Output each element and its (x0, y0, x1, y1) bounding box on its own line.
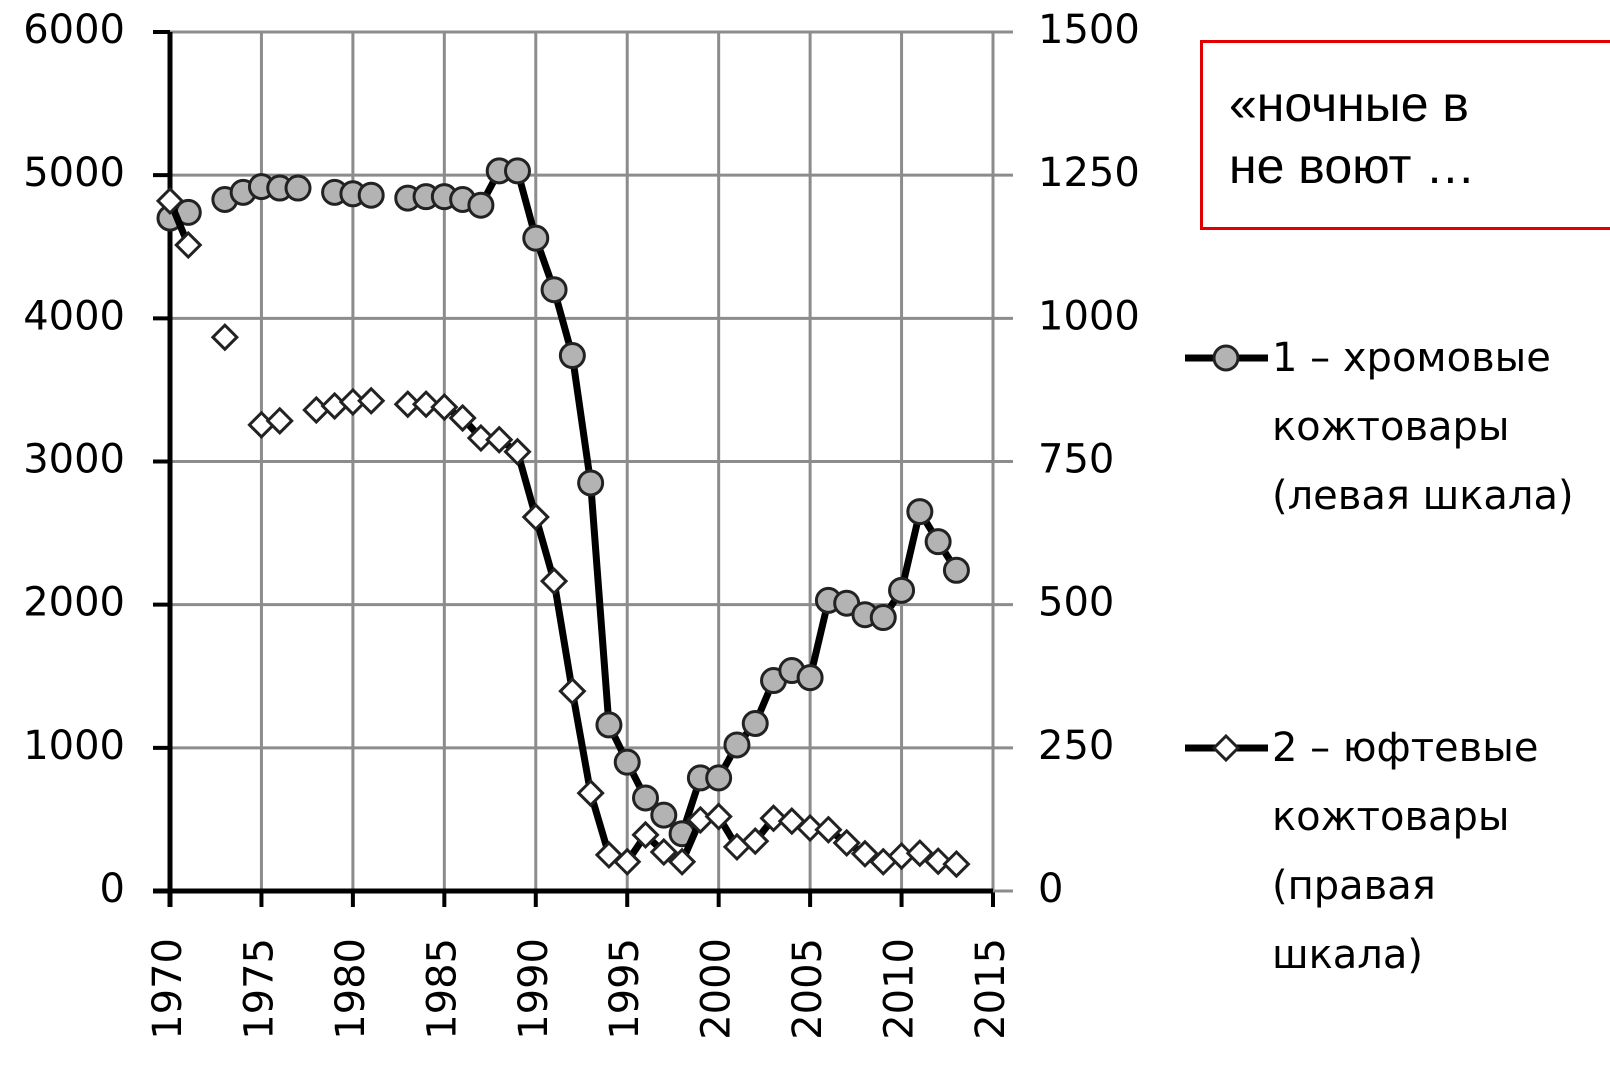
data-point (650, 801, 678, 829)
y2-tick-label: 1500 (1038, 7, 1140, 53)
x-tick-label: 2010 (877, 938, 923, 1040)
x-tick-label: 1970 (145, 938, 191, 1040)
data-point (430, 392, 459, 422)
note-line: не воют … (1229, 138, 1476, 194)
data-point (357, 181, 385, 209)
data-point (576, 778, 605, 808)
data-point (759, 804, 788, 833)
data-point (850, 839, 880, 868)
series-line (166, 199, 957, 868)
y2-tick-label: 500 (1038, 580, 1114, 626)
data-point (558, 677, 587, 706)
data-point (705, 764, 733, 792)
data-point (741, 709, 769, 737)
y2-tick-label: 750 (1038, 437, 1114, 483)
data-point (284, 174, 312, 202)
y-tick-label: 6000 (23, 7, 125, 53)
data-point (632, 784, 660, 812)
y-tick-label: 0 (100, 866, 125, 912)
data-point (888, 576, 916, 604)
x-tick-label: 1985 (419, 938, 465, 1040)
y-tick-label: 4000 (23, 293, 125, 339)
data-point (906, 498, 934, 526)
legend-marker (1212, 344, 1240, 372)
x-tick-label: 2005 (785, 938, 831, 1040)
data-point (832, 828, 861, 858)
legend-label: 1 – хромовые кожтовары (левая шкала) (1272, 335, 1574, 519)
y2-tick-label: 1250 (1038, 150, 1140, 196)
note-box: «ночные в не воют … (1200, 40, 1610, 230)
data-point (869, 604, 897, 632)
data-point (924, 847, 953, 876)
x-tick-label: 1975 (236, 938, 282, 1040)
data-point (814, 815, 843, 844)
data-point (704, 802, 733, 831)
y2-tick-label: 250 (1038, 723, 1114, 769)
y-tick-label: 2000 (23, 580, 125, 626)
y-tick-label: 1000 (23, 723, 125, 769)
data-point (905, 839, 934, 868)
data-point (795, 813, 825, 843)
y-tick-label: 3000 (23, 437, 125, 483)
data-point (723, 731, 751, 759)
data-point (558, 342, 586, 370)
data-point (649, 837, 678, 867)
legend-marker (1211, 733, 1241, 763)
data-point (924, 528, 952, 556)
data-point (613, 748, 641, 776)
series-line (168, 167, 960, 838)
data-point (521, 502, 550, 532)
legend-label: 2 – юфтевые кожтовары (правая шкала) (1272, 725, 1539, 978)
data-point (210, 323, 239, 352)
data-point (503, 437, 532, 466)
data-point (393, 390, 422, 419)
data-point (155, 186, 185, 216)
x-tick-label: 1980 (328, 938, 374, 1040)
data-point (485, 425, 514, 454)
data-point (741, 827, 770, 856)
data-point (411, 390, 441, 419)
x-tick-label: 1990 (511, 938, 557, 1040)
data-point (595, 711, 623, 739)
note-line: «ночные в (1229, 76, 1469, 132)
data-point (265, 406, 294, 435)
data-point (631, 820, 660, 849)
data-point (448, 403, 477, 433)
y-tick-label: 5000 (23, 150, 125, 196)
data-point (540, 276, 568, 304)
data-point (942, 556, 970, 584)
x-tick-label: 2015 (968, 938, 1014, 1040)
data-point (522, 224, 550, 252)
data-point (577, 469, 605, 497)
data-point (466, 423, 496, 453)
data-point (796, 664, 824, 692)
data-point (467, 191, 495, 219)
x-tick-label: 1995 (602, 938, 648, 1040)
y2-tick-label: 1000 (1038, 293, 1140, 339)
data-point (503, 157, 531, 185)
data-point (539, 567, 569, 596)
x-tick-label: 2000 (694, 938, 740, 1040)
y2-tick-label: 0 (1038, 866, 1063, 912)
data-point (613, 847, 642, 876)
data-point (667, 847, 697, 876)
data-point (174, 230, 203, 260)
data-point (357, 386, 386, 415)
data-point (942, 849, 971, 879)
